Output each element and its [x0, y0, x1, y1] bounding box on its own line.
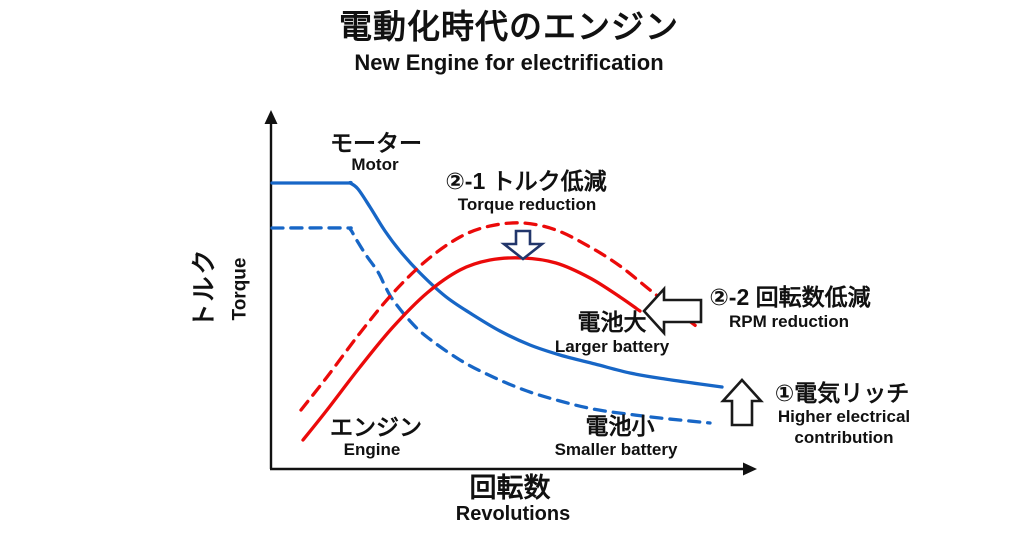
- electric-rich-up-arrow-icon: [720, 378, 764, 427]
- electric-rich-annotation-en-line1: Higher electrical: [777, 407, 911, 426]
- y-axis-title-ja: トルク: [190, 247, 219, 329]
- motor-larger-battery-curve: [270, 180, 724, 389]
- torque-reduction-down-arrow-icon: [500, 229, 546, 261]
- page-title: 電動化時代のエンジン: [339, 8, 679, 45]
- electric-rich-annotation-ja: ①電気リッチ: [774, 380, 910, 406]
- x-axis-arrowhead-icon: [743, 462, 757, 476]
- engine-label-ja: エンジン: [330, 414, 422, 440]
- x-axis-title-ja: 回転数: [469, 473, 551, 503]
- electric-rich-annotation-en-line2: contribution: [794, 428, 894, 447]
- motor-smaller-battery-curve: [270, 226, 712, 425]
- curves: [270, 180, 724, 442]
- x-axis-title-en: Revolutions: [455, 503, 571, 525]
- larger-battery-label-ja: 電池大: [577, 309, 647, 335]
- engine-new-curve: [301, 256, 642, 442]
- smaller-battery-label-ja: 電池小: [585, 413, 655, 439]
- engine-label-en: Engine: [343, 440, 401, 459]
- smaller-battery-label-en: Smaller battery: [554, 440, 678, 459]
- y-axis-arrowhead-icon: [264, 110, 278, 124]
- larger-battery-label-en: Larger battery: [554, 337, 670, 356]
- rpm-reduction-left-arrow-icon: [642, 285, 703, 337]
- motor-label-ja: モーター: [330, 130, 422, 156]
- y-axis-title-en: Torque: [229, 257, 251, 321]
- annotation-arrows: [500, 229, 764, 427]
- rpm-reduction-annotation-en: RPM reduction: [729, 312, 849, 331]
- motor-label-en: Motor: [351, 155, 399, 174]
- axes: [264, 110, 757, 476]
- engine-conventional-curve: [299, 221, 702, 412]
- rpm-reduction-annotation-ja: ②-2 回転数低減: [709, 284, 871, 310]
- torque-reduction-annotation-en: Torque reduction: [457, 195, 597, 214]
- page-subtitle: New Engine for electrification: [354, 50, 664, 75]
- torque-reduction-annotation-ja: ②-1 トルク低減: [445, 168, 607, 194]
